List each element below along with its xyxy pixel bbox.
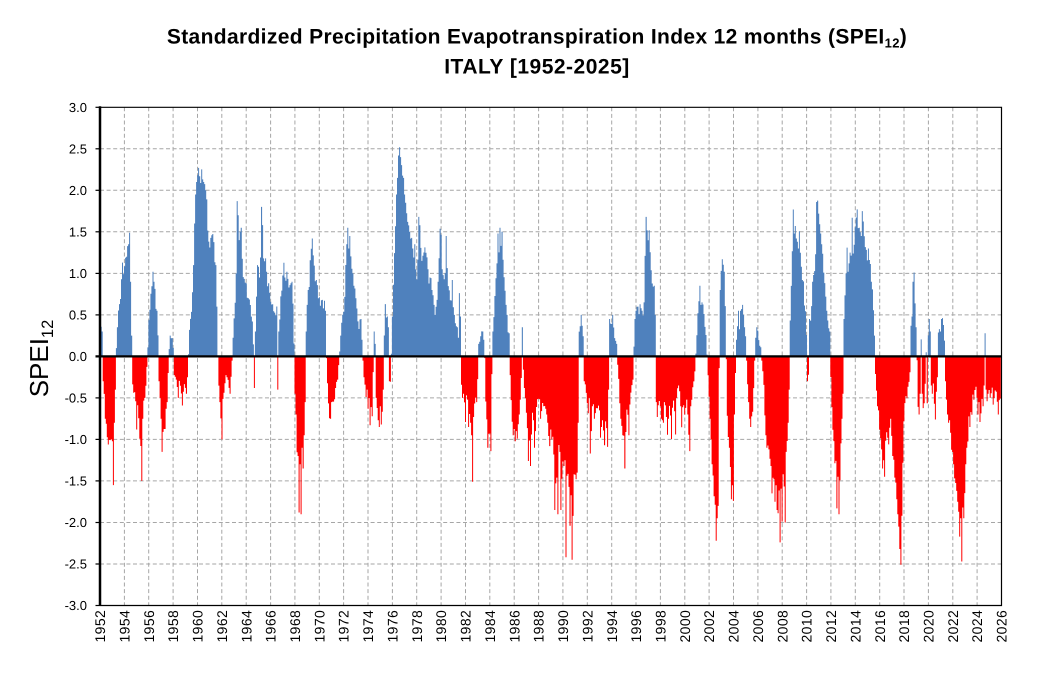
svg-text:2004: 2004 (726, 610, 742, 643)
svg-text:1.0: 1.0 (69, 266, 87, 281)
svg-text:2006: 2006 (750, 610, 766, 643)
svg-text:1966: 1966 (263, 610, 279, 643)
svg-text:1958: 1958 (165, 610, 181, 643)
svg-text:0.0: 0.0 (69, 349, 87, 364)
svg-text:-0.5: -0.5 (65, 391, 87, 406)
svg-text:2008: 2008 (774, 610, 790, 643)
svg-text:3.0: 3.0 (69, 100, 87, 115)
svg-text:-1.0: -1.0 (65, 432, 87, 447)
svg-text:1986: 1986 (506, 610, 522, 643)
svg-text:2016: 2016 (872, 610, 888, 643)
svg-text:-3.0: -3.0 (65, 598, 87, 613)
svg-text:-2.0: -2.0 (65, 515, 87, 530)
svg-text:2014: 2014 (847, 610, 863, 643)
svg-text:2.0: 2.0 (69, 183, 87, 198)
svg-text:1974: 1974 (360, 610, 376, 643)
svg-text:1992: 1992 (579, 610, 595, 643)
svg-text:1988: 1988 (531, 610, 547, 643)
svg-text:1982: 1982 (458, 610, 474, 643)
svg-text:2.5: 2.5 (69, 141, 87, 156)
svg-text:2022: 2022 (945, 610, 961, 643)
svg-text:1978: 1978 (409, 610, 425, 643)
svg-text:1.5: 1.5 (69, 224, 87, 239)
svg-text:2012: 2012 (823, 610, 839, 643)
svg-text:1962: 1962 (214, 610, 230, 643)
svg-text:1954: 1954 (117, 610, 133, 643)
svg-text:2010: 2010 (799, 610, 815, 643)
svg-text:1976: 1976 (385, 610, 401, 643)
svg-text:2026: 2026 (994, 610, 1010, 643)
svg-text:1990: 1990 (555, 610, 571, 643)
svg-text:1980: 1980 (433, 610, 449, 643)
svg-text:1964: 1964 (238, 610, 254, 643)
svg-text:1968: 1968 (287, 610, 303, 643)
svg-text:1994: 1994 (604, 610, 620, 643)
svg-text:1984: 1984 (482, 610, 498, 643)
svg-text:1972: 1972 (336, 610, 352, 643)
svg-text:2002: 2002 (701, 610, 717, 643)
svg-text:-2.5: -2.5 (65, 557, 87, 572)
svg-text:2000: 2000 (677, 610, 693, 643)
svg-text:2020: 2020 (921, 610, 937, 643)
svg-text:1996: 1996 (628, 610, 644, 643)
svg-text:2024: 2024 (969, 610, 985, 643)
svg-text:1960: 1960 (190, 610, 206, 643)
svg-text:0.5: 0.5 (69, 308, 87, 323)
svg-text:ITALY [1952-2025]: ITALY [1952-2025] (444, 56, 630, 79)
svg-text:1970: 1970 (311, 610, 327, 643)
svg-text:-1.5: -1.5 (65, 474, 87, 489)
svg-text:1956: 1956 (141, 610, 157, 643)
svg-text:2018: 2018 (896, 610, 912, 643)
svg-text:1998: 1998 (653, 610, 669, 643)
svg-text:Standardized Precipitation Eva: Standardized Precipitation Evapotranspir… (167, 26, 907, 51)
svg-text:1952: 1952 (92, 610, 108, 643)
